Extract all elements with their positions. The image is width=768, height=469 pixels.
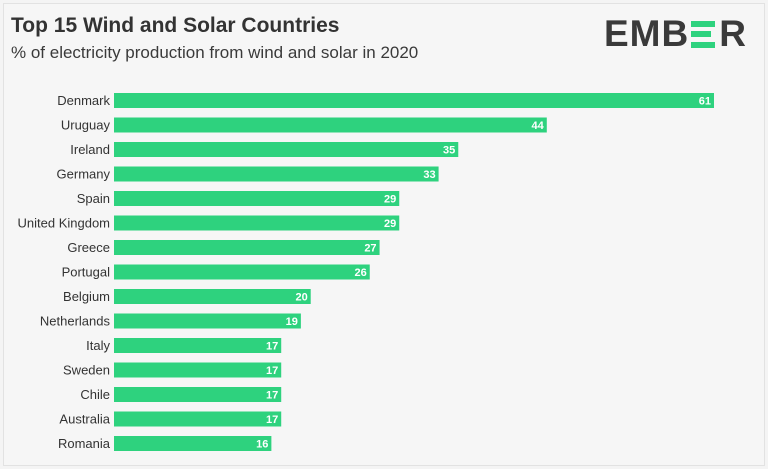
value-label-denmark: 61: [699, 96, 711, 108]
bar-uruguay: [114, 117, 547, 133]
category-label-portugal: Portugal: [62, 265, 111, 280]
value-label-sweden: 17: [266, 365, 278, 377]
category-label-germany: Germany: [57, 167, 111, 182]
category-label-ireland: Ireland: [70, 142, 110, 157]
category-label-united-kingdom: United Kingdom: [18, 216, 111, 231]
value-label-belgium: 20: [295, 292, 307, 304]
chart-subtitle: % of electricity production from wind an…: [11, 43, 419, 62]
bar-netherlands: [114, 313, 301, 329]
category-label-denmark: Denmark: [57, 93, 110, 108]
category-label-belgium: Belgium: [63, 289, 110, 304]
logo-text-right: R: [719, 13, 747, 54]
value-label-spain: 29: [384, 194, 396, 206]
bar-spain: [114, 191, 400, 206]
bar-portugal: [114, 264, 370, 280]
category-label-romania: Romania: [58, 436, 111, 451]
bar-greece: [114, 240, 380, 255]
bars-group: Denmark 61 Uruguay 44 Ireland 35 Germany 33 Spai…: [18, 93, 714, 451]
logo-text-left: EMB: [604, 13, 690, 54]
value-label-chile: 17: [266, 390, 278, 402]
category-label-spain: Spain: [77, 191, 110, 206]
value-label-greece: 27: [364, 243, 376, 255]
value-label-ireland: 35: [443, 145, 455, 157]
category-label-netherlands: Netherlands: [40, 314, 111, 329]
bar-italy: [114, 338, 282, 353]
ember-logo: EMB R: [604, 10, 747, 58]
bar-united-kingdom: [114, 215, 400, 231]
category-label-italy: Italy: [86, 338, 110, 353]
value-label-netherlands: 19: [286, 316, 298, 328]
category-label-sweden: Sweden: [63, 363, 110, 378]
chart-title: Top 15 Wind and Solar Countries: [11, 14, 340, 37]
value-label-australia: 17: [266, 414, 278, 426]
value-label-italy: 17: [266, 341, 278, 353]
bar-belgium: [114, 289, 311, 304]
value-label-germany: 33: [423, 169, 435, 181]
value-label-portugal: 26: [354, 267, 366, 279]
value-label-united-kingdom: 29: [384, 218, 396, 230]
logo-e-bars-icon: [691, 20, 716, 48]
bar-ireland: [114, 142, 459, 157]
category-label-australia: Australia: [59, 412, 110, 427]
bar-chile: [114, 387, 282, 402]
bar-romania: [114, 436, 272, 451]
bar-denmark: [114, 93, 714, 108]
category-label-greece: Greece: [67, 240, 110, 255]
bar-australia: [114, 411, 282, 427]
category-label-chile: Chile: [80, 387, 110, 402]
value-label-uruguay: 44: [532, 120, 545, 132]
value-label-romania: 16: [256, 439, 268, 451]
category-label-uruguay: Uruguay: [61, 118, 111, 133]
bar-germany: [114, 166, 439, 182]
bar-sweden: [114, 362, 282, 378]
